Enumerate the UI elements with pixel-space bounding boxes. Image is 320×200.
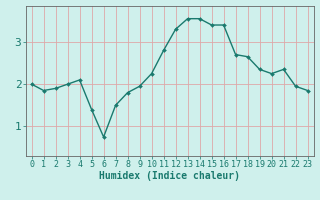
X-axis label: Humidex (Indice chaleur): Humidex (Indice chaleur) — [99, 171, 240, 181]
